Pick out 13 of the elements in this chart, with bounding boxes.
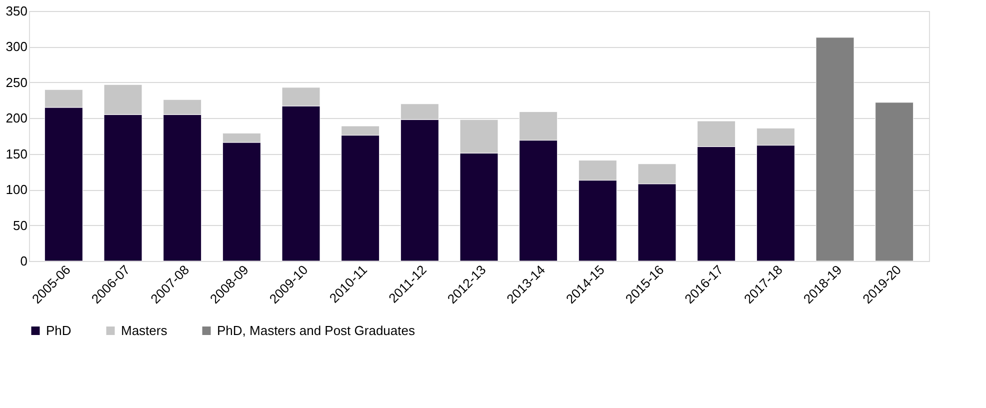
y-tick-label: 300 bbox=[6, 39, 28, 54]
y-tick-label: 100 bbox=[6, 182, 28, 198]
y-tick-label: 250 bbox=[6, 74, 28, 90]
bar bbox=[875, 102, 914, 262]
y-tick-label: 0 bbox=[20, 254, 28, 268]
y-tick-label: 150 bbox=[6, 146, 28, 162]
y-tick-label: 350 bbox=[6, 4, 28, 18]
y-tick-label: 50 bbox=[13, 218, 28, 233]
legend-label: PhD bbox=[46, 322, 72, 338]
legend-label: Masters bbox=[121, 322, 168, 338]
legend-label: PhD, Masters and Post Graduates bbox=[217, 322, 416, 338]
bar bbox=[816, 37, 854, 262]
y-tick-label: 200 bbox=[6, 110, 28, 126]
